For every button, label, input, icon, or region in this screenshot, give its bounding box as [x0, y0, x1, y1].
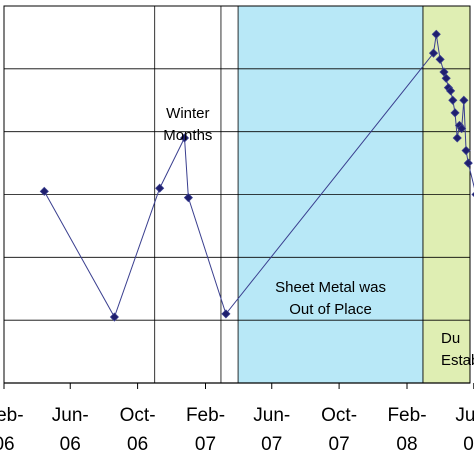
x-tick-label: Feb-08: [387, 405, 426, 455]
x-tick-label: Feb-07: [186, 405, 225, 455]
data-point: [39, 186, 49, 196]
data-point: [221, 309, 231, 319]
data-point: [428, 48, 439, 58]
data-point: [179, 133, 190, 143]
data-point: [448, 95, 458, 105]
x-tick-label: Oct-06: [120, 405, 156, 455]
region-label-winter: Months: [163, 127, 212, 144]
region-label-sheet-metal: Out of Place: [289, 301, 372, 318]
axes: [3, 5, 474, 389]
data-point: [452, 133, 462, 143]
region-label-dune: Du: [441, 330, 460, 347]
data-point: [431, 29, 441, 39]
x-tick-label: Oct-07: [321, 405, 357, 455]
region-label-sheet-metal: Sheet Metal was: [275, 279, 386, 296]
region-label-winter: Winter: [166, 105, 209, 122]
x-tick-label: Jun-07: [253, 405, 290, 455]
data-point: [463, 158, 473, 168]
data-point: [450, 108, 460, 118]
data-point: [441, 73, 451, 83]
region-label-dune: Establ: [441, 352, 474, 369]
x-tick-label: Jun-06: [52, 405, 89, 455]
data-point: [459, 95, 469, 105]
data-point: [457, 123, 467, 134]
data-point: [435, 54, 445, 64]
x-tick-label: Jun-08: [455, 405, 474, 455]
region-annotations: Winter Months Sheet Metal was Out of Place D…: [163, 105, 474, 369]
data-point: [109, 312, 119, 322]
x-tick-labels: Feb-06 Jun-06 Oct-06 Feb-07 Jun-07 Oct-07 Feb-…: [0, 405, 474, 455]
series: [39, 29, 474, 322]
data-point: [183, 193, 193, 203]
data-point: [155, 183, 165, 193]
data-point: [446, 86, 456, 96]
grid-lines: [4, 68, 470, 321]
data-point: [461, 145, 471, 156]
x-tick-label: Feb-06: [0, 405, 24, 455]
